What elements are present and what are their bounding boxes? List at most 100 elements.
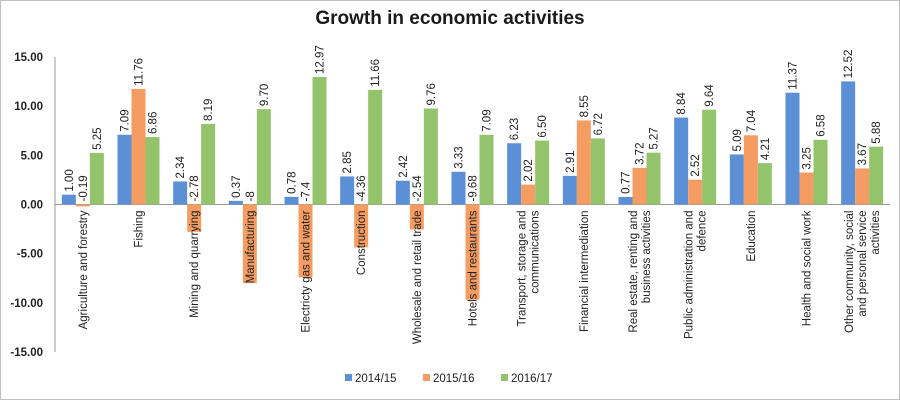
bar-2016-17 [702, 109, 717, 205]
bar-2014-15 [785, 92, 800, 205]
bar-2014-15 [841, 81, 856, 205]
data-label: 5.88 [871, 121, 883, 143]
data-label: -9.68 [468, 175, 480, 201]
y-tick-label: 5.00 [21, 150, 43, 162]
bar-2015-16 [298, 204, 313, 278]
bar-2014-15 [507, 143, 522, 205]
data-label: 9.76 [426, 83, 438, 105]
legend-swatch [423, 374, 430, 381]
bar-2015-16 [632, 167, 647, 205]
data-label: 8.55 [579, 95, 591, 117]
legend-label: 2016/17 [511, 373, 553, 385]
y-tick-label: -15.00 [10, 347, 43, 359]
bar-2014-15 [562, 175, 577, 205]
data-label: -8 [245, 191, 257, 201]
legend-swatch [345, 374, 352, 381]
category-label: Transport, storage and [517, 211, 529, 327]
data-label: -2.54 [412, 175, 424, 202]
data-label: 5.27 [649, 127, 661, 149]
bar-2015-16 [855, 168, 870, 205]
bar-2015-16 [743, 135, 758, 205]
bar-2014-15 [395, 180, 410, 205]
data-label: 11.76 [134, 58, 146, 86]
bar-2016-17 [479, 134, 494, 205]
bar-2016-17 [256, 109, 271, 205]
category-label: Hotels and restaurants [468, 210, 480, 326]
data-label: 9.64 [704, 84, 716, 107]
data-label: 12.52 [843, 50, 855, 79]
data-label: 6.58 [816, 114, 828, 136]
bar-2016-17 [590, 138, 605, 205]
bar-2016-17 [646, 152, 661, 205]
data-label: 12.97 [315, 45, 327, 74]
data-label: 4.21 [760, 138, 772, 160]
data-label: 6.50 [537, 115, 549, 137]
bar-2015-16 [242, 204, 257, 284]
y-tick-label: 0.00 [21, 200, 43, 212]
category-label: Education [746, 211, 758, 262]
bar-2015-16 [131, 88, 146, 205]
data-label: 7.04 [746, 109, 758, 132]
category-label: Health and social work [802, 210, 814, 326]
bar-2014-15 [618, 196, 633, 205]
category-label: Electricty gas and water [301, 210, 313, 332]
category-label: Agriculture and forestry [78, 210, 90, 329]
data-label: 11.66 [370, 59, 382, 87]
bar-2015-16 [75, 204, 90, 207]
bar-2015-16 [354, 204, 369, 248]
bar-2015-16 [187, 204, 202, 232]
data-label: -4.36 [356, 175, 368, 201]
data-label: 2.42 [398, 155, 410, 177]
y-tick-label: 15.00 [14, 52, 43, 64]
data-label: 2.52 [690, 154, 702, 176]
data-label: 6.72 [593, 113, 605, 135]
bar-2016-17 [89, 152, 104, 205]
category-label: Financial intermediation [579, 211, 591, 332]
bar-2016-17 [423, 108, 438, 205]
bar-2016-17 [813, 139, 828, 205]
data-label: 0.78 [287, 171, 299, 193]
data-label: 2.85 [342, 151, 354, 173]
bar-2016-17 [869, 146, 884, 205]
data-label: -7.4 [301, 181, 313, 201]
category-label: Fishing [134, 211, 146, 248]
bar-2016-17 [145, 137, 160, 205]
bar-2014-15 [340, 176, 355, 205]
data-label: -0.19 [78, 175, 90, 201]
data-label: 8.19 [203, 99, 215, 121]
bar-2015-16 [521, 184, 536, 205]
data-label: 3.72 [635, 143, 647, 165]
category-label: activities [870, 210, 882, 254]
data-label: 7.09 [120, 109, 132, 131]
bar-2015-16 [799, 172, 814, 205]
data-label: 6.86 [148, 112, 160, 134]
category-label: Other community, social [844, 211, 856, 334]
category-label: Manufacturing [245, 210, 257, 283]
data-label: 5.25 [92, 127, 104, 149]
category-label: business activities [641, 210, 653, 303]
bar-2016-17 [535, 140, 550, 205]
bar-2015-16 [465, 204, 480, 300]
data-label: 5.09 [732, 129, 744, 151]
y-tick-label: -10.00 [10, 298, 43, 310]
category-label: Real estate, renting and [628, 211, 640, 333]
data-label: 2.34 [175, 156, 187, 179]
category-label: Public administration and [684, 211, 696, 340]
y-tick-label: -5.00 [17, 249, 43, 261]
data-label: 3.25 [802, 147, 814, 169]
chart-title: Growth in economic activities [315, 8, 585, 29]
category-label: Construction [356, 211, 368, 276]
legend-label: 2014/15 [355, 373, 397, 385]
bar-2014-15 [173, 181, 188, 205]
data-label: 8.84 [676, 92, 688, 115]
bar-2015-16 [576, 120, 591, 205]
data-label: 9.70 [259, 84, 271, 106]
data-label: -2.78 [189, 175, 201, 201]
data-label: 0.37 [231, 175, 243, 197]
category-label: and personal service [857, 211, 869, 317]
data-label: 7.09 [482, 109, 494, 131]
bar-2016-17 [757, 163, 772, 205]
data-label: 2.91 [565, 150, 577, 172]
bar-2015-16 [688, 179, 703, 205]
